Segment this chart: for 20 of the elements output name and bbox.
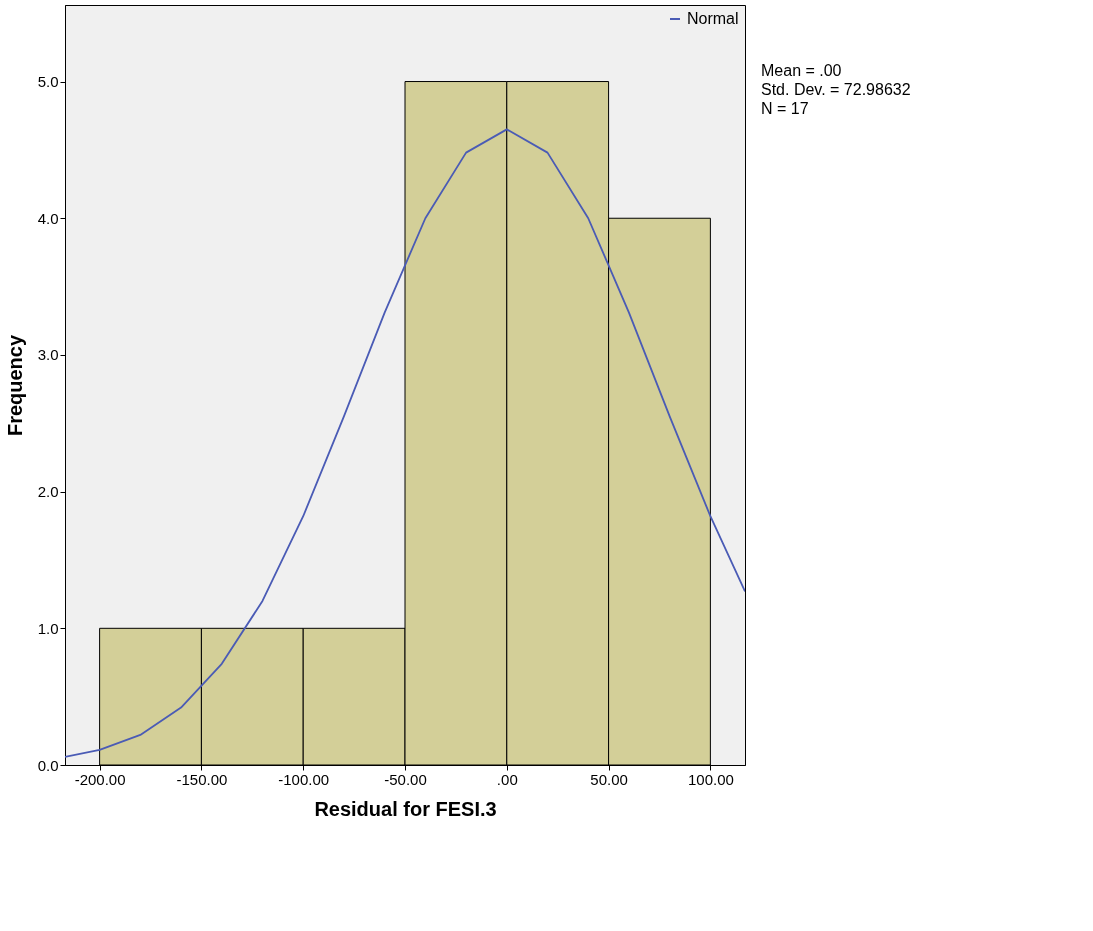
x-tick-label: 100.00 — [687, 770, 734, 788]
x-tick-label: -100.00 — [278, 770, 330, 788]
y-tick-label: 5.0 — [37, 73, 59, 91]
text: Std. Dev. = 72.98632 — [761, 81, 911, 98]
x-tick-label: -200.00 — [74, 770, 126, 788]
x-tick-label: -50.00 — [384, 770, 427, 788]
y-tick-label: 4.0 — [37, 209, 59, 227]
y-tick-label: 2.0 — [37, 483, 59, 501]
x-tick-label: .00 — [496, 770, 518, 788]
y-tick-label: 0.0 — [37, 756, 59, 774]
y-tick-label: 3.0 — [37, 346, 59, 364]
y-axis-title: Frequency — [3, 334, 26, 437]
y-tick-label: 1.0 — [37, 619, 59, 637]
x-tick-label: -150.00 — [176, 770, 228, 788]
line-series — [65, 128, 745, 758]
text: Mean = .00 — [761, 62, 842, 79]
legend-label: Normal — [687, 10, 739, 27]
x-tick-label: 50.00 — [590, 770, 628, 788]
text: N = 17 — [761, 100, 809, 117]
x-axis-title: Residual for FESI.3 — [314, 797, 497, 820]
